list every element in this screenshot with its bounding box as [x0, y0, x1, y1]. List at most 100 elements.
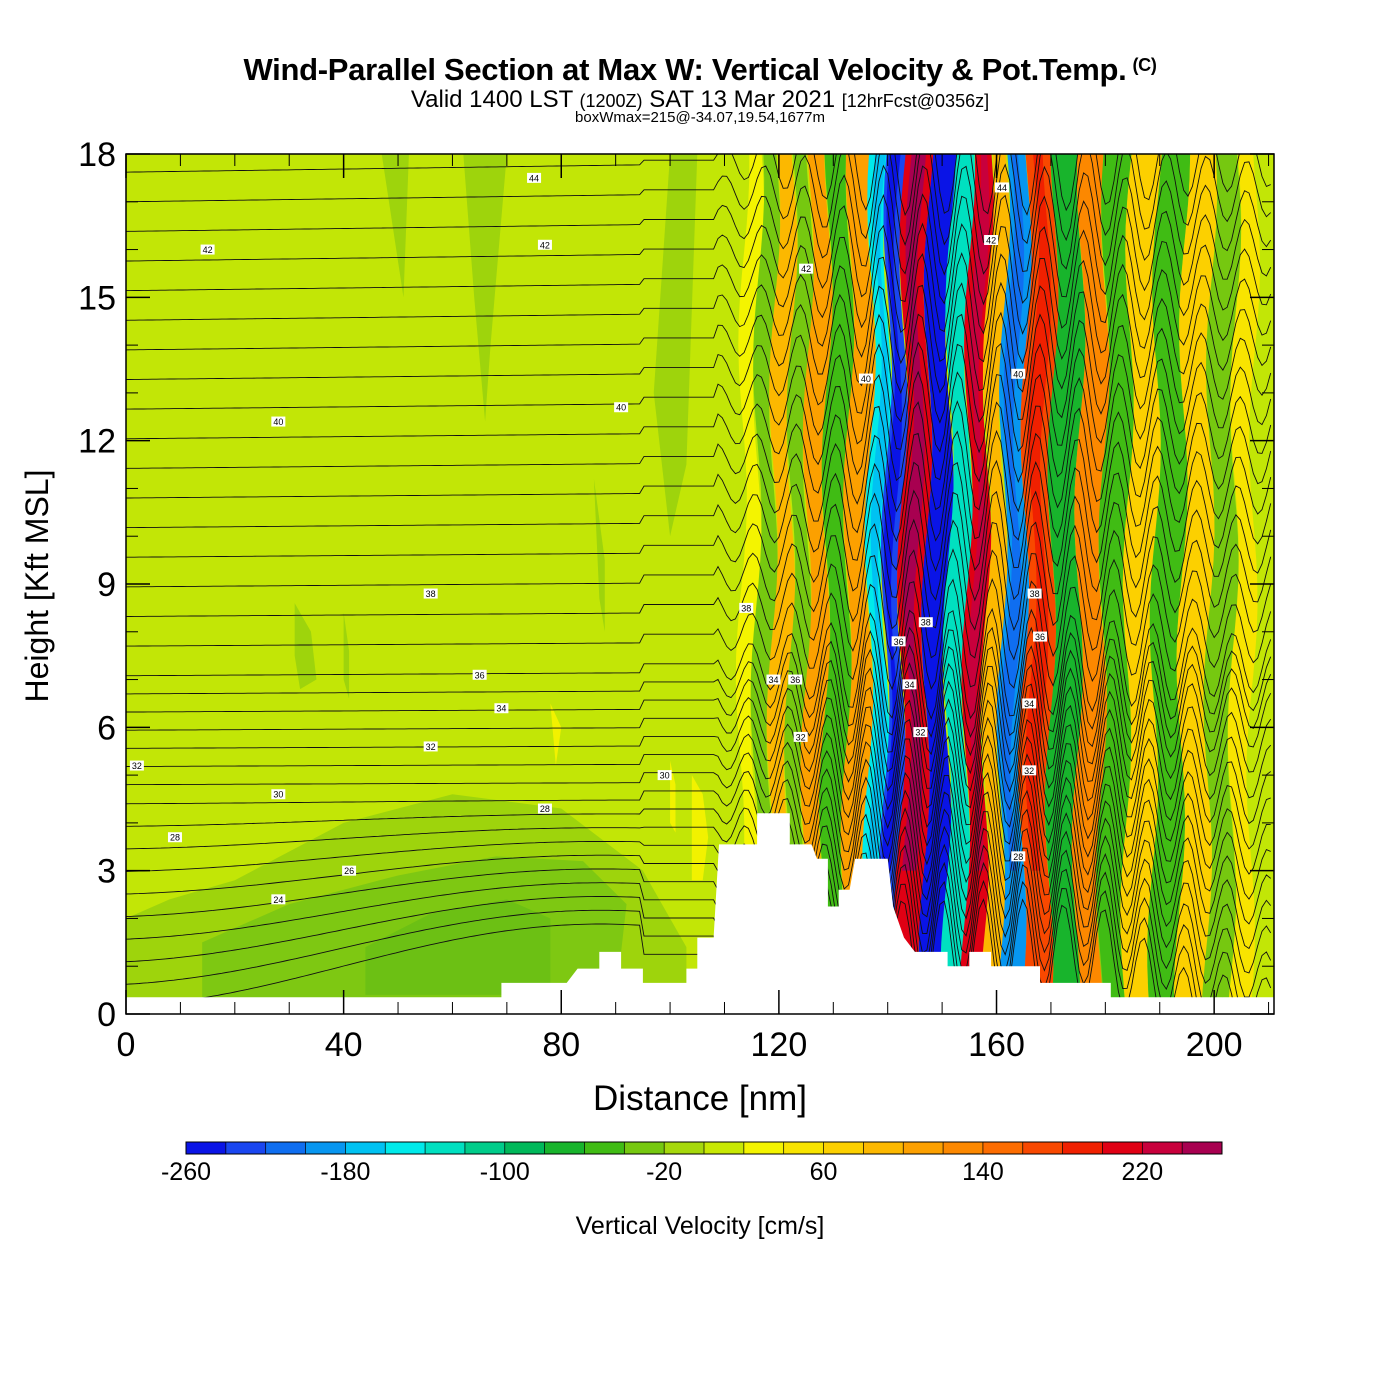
isentrope-label: 42 — [799, 263, 814, 274]
isentrope-line — [126, 154, 1271, 217]
x-axis-label: Distance [nm] — [593, 1079, 807, 1118]
y-tick-label: 6 — [97, 709, 116, 747]
svg-text:30: 30 — [660, 771, 670, 781]
svg-text:36: 36 — [1035, 632, 1045, 642]
y-tick-label: 12 — [78, 423, 116, 461]
isentrope-line — [126, 771, 1271, 900]
svg-text:36: 36 — [790, 675, 800, 685]
colorbar-swatch — [783, 1142, 824, 1154]
x-tick-label: 120 — [751, 1026, 808, 1064]
x-tick-label: 0 — [117, 1026, 136, 1064]
field-patch — [653, 154, 698, 537]
isentrope-line — [126, 825, 1272, 974]
isentrope-line — [126, 843, 1272, 998]
isentrope-line — [126, 789, 1271, 925]
isentrope-label: 34 — [1022, 698, 1037, 709]
isentrope-label: 28 — [1011, 851, 1026, 862]
isentrope-label: 40 — [614, 402, 629, 413]
valid-time-utc: (1200Z) — [579, 91, 643, 111]
isentrope-label: 26 — [342, 865, 357, 876]
svg-text:42: 42 — [986, 236, 996, 246]
colorbar-swatch — [1142, 1142, 1183, 1154]
potential-temperature-contours: 24 26 28 28 28 30 30 32 32 32 32 32 34 34 34 34 36 36 36 36… — [126, 154, 1272, 1014]
w-band — [748, 154, 781, 1014]
colorbar-swatch — [186, 1142, 227, 1154]
svg-text:44: 44 — [529, 173, 539, 183]
colorbar-swatch — [345, 1142, 386, 1154]
svg-text:32: 32 — [426, 742, 436, 752]
isentrope-line — [126, 400, 1272, 513]
isentrope-line — [126, 222, 1272, 335]
y-tick-label: 0 — [97, 996, 116, 1034]
isentrope-label: 32 — [1022, 765, 1037, 776]
svg-text:40: 40 — [861, 374, 871, 384]
field-patch — [381, 154, 409, 298]
svg-text:32: 32 — [1024, 766, 1034, 776]
valid-time-lst: Valid 1400 LST — [410, 86, 573, 113]
colorbar-tick-label: -260 — [161, 1158, 211, 1186]
field-patch — [365, 899, 551, 995]
isentrope-line — [126, 661, 1272, 775]
colorbar-swatch — [385, 1142, 426, 1154]
colorbar-swatch — [863, 1142, 904, 1154]
isentrope-label: 40 — [271, 416, 286, 427]
colorbar-swatch — [982, 1142, 1024, 1154]
w-band-core — [902, 154, 926, 871]
isentrope-label: 28 — [537, 803, 552, 814]
w-band — [1071, 154, 1110, 1014]
colorbar-swatch — [1102, 1142, 1143, 1154]
svg-text:30: 30 — [273, 790, 283, 800]
field-patch — [691, 775, 709, 881]
w-band — [800, 154, 833, 1014]
w-band — [940, 154, 976, 1014]
colorbar-swatch — [504, 1142, 545, 1154]
svg-text:26: 26 — [344, 866, 354, 876]
isentrope-label: 34 — [494, 703, 509, 714]
colorbar-tick-label: 140 — [962, 1158, 1004, 1186]
isentrope-line — [126, 807, 1272, 950]
svg-text:34: 34 — [768, 675, 778, 685]
colorbar: -260 -180 -100 -20 60 140 220 — [161, 1141, 1223, 1186]
isentrope-line — [126, 281, 1272, 395]
colorbar-swatch — [225, 1142, 266, 1154]
colorbar-swatch — [464, 1142, 506, 1154]
colorbar-swatch — [265, 1142, 306, 1154]
forecast-info: [12hrFcst@0356z] — [841, 91, 990, 111]
colorbar-swatch — [903, 1142, 944, 1154]
isentrope-line — [126, 879, 1271, 1014]
isentrope-line — [126, 716, 1271, 830]
y-tick-label: 3 — [97, 853, 116, 891]
colorbar-swatch — [704, 1142, 745, 1154]
box-wmax-info: boxWmax=215@-34.07,19.54,1677m — [575, 109, 825, 126]
x-tick-label: 40 — [325, 1026, 363, 1064]
isentrope-label: 38 — [739, 602, 754, 613]
colorbar-label: Vertical Velocity [cm/s] — [576, 1212, 825, 1240]
isentrope-label: 24 — [271, 894, 286, 905]
svg-text:34: 34 — [496, 704, 506, 714]
isentrope-label: 28 — [167, 832, 182, 843]
w-band — [733, 154, 764, 1014]
svg-text:32: 32 — [915, 728, 925, 738]
w-band — [1147, 154, 1191, 1014]
valid-date: SAT 13 Mar 2021 — [649, 86, 836, 113]
colorbar-tick-label: 220 — [1121, 1158, 1163, 1186]
isentrope-line — [126, 626, 1272, 738]
y-axis-label: Height [Kft MSL] — [19, 470, 55, 703]
isentrope-label: 36 — [788, 674, 803, 685]
svg-text:42: 42 — [203, 245, 213, 255]
isentrope-label: 44 — [527, 172, 542, 183]
colorbar-swatch — [544, 1142, 585, 1154]
colorbar-tick-label: -20 — [646, 1158, 682, 1186]
isentrope-label: 42 — [984, 235, 999, 246]
isentrope-line — [126, 154, 1272, 247]
colorbar-swatch — [624, 1142, 665, 1154]
svg-text:38: 38 — [426, 589, 436, 599]
colorbar-swatch — [584, 1142, 625, 1154]
svg-text:42: 42 — [540, 240, 550, 250]
w-band-core — [1001, 154, 1025, 871]
svg-text:28: 28 — [170, 833, 180, 843]
svg-text:40: 40 — [1013, 369, 1023, 379]
field-patch — [294, 603, 317, 690]
